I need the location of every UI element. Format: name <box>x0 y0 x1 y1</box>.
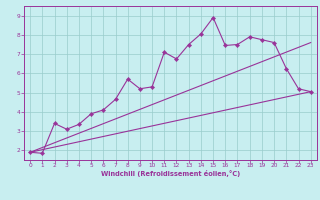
X-axis label: Windchill (Refroidissement éolien,°C): Windchill (Refroidissement éolien,°C) <box>101 170 240 177</box>
